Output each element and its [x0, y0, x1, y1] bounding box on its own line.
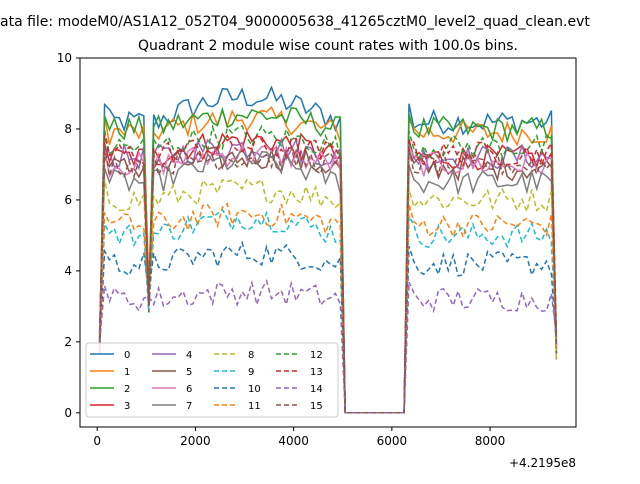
y-tick: 8 — [64, 122, 80, 136]
legend-entry: 14 — [276, 384, 323, 395]
legend-entry: 5 — [152, 367, 192, 378]
y-tick-label: 10 — [57, 51, 72, 65]
series-line-10 — [98, 240, 558, 414]
legend-label: 0 — [124, 350, 130, 361]
legend-entry: 12 — [276, 350, 323, 361]
legend-entry: 15 — [276, 401, 323, 412]
legend-label: 6 — [186, 384, 192, 395]
legend-label: 14 — [310, 384, 323, 395]
y-tick-label: 8 — [64, 122, 72, 136]
x-tick: 8000 — [475, 427, 506, 448]
x-axis-ticks: 0 2000 4000 6000 8000 — [93, 427, 505, 448]
legend-label: 13 — [310, 367, 323, 378]
series-line-2 — [98, 106, 558, 414]
y-tick: 0 — [64, 406, 80, 420]
y-tick: 6 — [64, 193, 80, 207]
legend-entry: 6 — [152, 384, 192, 395]
legend-label: 9 — [248, 367, 254, 378]
x-tick: 2000 — [180, 427, 211, 448]
legend-entry: 9 — [214, 367, 254, 378]
legend-label: 5 — [186, 367, 192, 378]
y-axis-ticks: 0 2 4 6 8 10 — [57, 51, 80, 420]
x-tick: 0 — [93, 427, 101, 448]
axes-frame — [79, 57, 577, 428]
series-line-3 — [98, 129, 558, 414]
y-tick-label: 2 — [64, 335, 72, 349]
legend-label: 15 — [310, 401, 323, 412]
x-tick-label: 8000 — [475, 434, 506, 448]
legend-label: 11 — [248, 401, 261, 412]
series-line-11 — [98, 202, 558, 414]
legend-entry: 4 — [152, 350, 192, 361]
series-line-15 — [98, 145, 558, 414]
plot-layer — [98, 85, 558, 414]
legend-label: 8 — [248, 350, 254, 361]
series-line-14 — [98, 278, 558, 414]
series-line-13 — [98, 134, 558, 414]
y-tick: 4 — [64, 264, 80, 278]
legend-label: 2 — [124, 384, 130, 395]
y-tick: 10 — [57, 51, 80, 65]
legend-entry: 1 — [90, 367, 130, 378]
legend-label: 1 — [124, 367, 130, 378]
y-tick-label: 4 — [64, 264, 72, 278]
legend-label: 3 — [124, 401, 130, 412]
legend-entry: 8 — [214, 350, 254, 361]
y-tick: 2 — [64, 335, 80, 349]
x-tick: 4000 — [278, 427, 309, 448]
legend-entry: 3 — [90, 401, 130, 412]
legend-entry: 10 — [214, 384, 261, 395]
series-line-6 — [98, 142, 558, 414]
legend-label: 4 — [186, 350, 192, 361]
series-line-8 — [98, 178, 558, 414]
legend-entry: 11 — [214, 401, 261, 412]
series-line-7 — [98, 148, 558, 414]
x-tick-label: 6000 — [377, 434, 408, 448]
legend-entry: 0 — [90, 350, 130, 361]
series-line-9 — [98, 208, 558, 414]
legend-entry: 7 — [152, 401, 192, 412]
y-tick-label: 6 — [64, 193, 72, 207]
x-tick-label: 0 — [93, 434, 101, 448]
chart-title: Quadrant 2 module wise count rates with … — [138, 38, 518, 54]
legend-entry: 2 — [90, 384, 130, 395]
x-tick: 6000 — [377, 427, 408, 448]
legend-entry: 13 — [276, 367, 323, 378]
x-offset-label: +4.2195e8 — [509, 456, 576, 470]
legend-label: 7 — [186, 401, 192, 412]
x-tick-label: 2000 — [180, 434, 211, 448]
y-tick-label: 0 — [64, 406, 72, 420]
legend-label: 10 — [248, 384, 261, 395]
x-tick-label: 4000 — [278, 434, 309, 448]
legend-label: 12 — [310, 350, 323, 361]
figure-suptitle: ata file: modeM0/AS1A12_052T04_900000563… — [0, 14, 590, 30]
legend-box — [85, 342, 339, 418]
